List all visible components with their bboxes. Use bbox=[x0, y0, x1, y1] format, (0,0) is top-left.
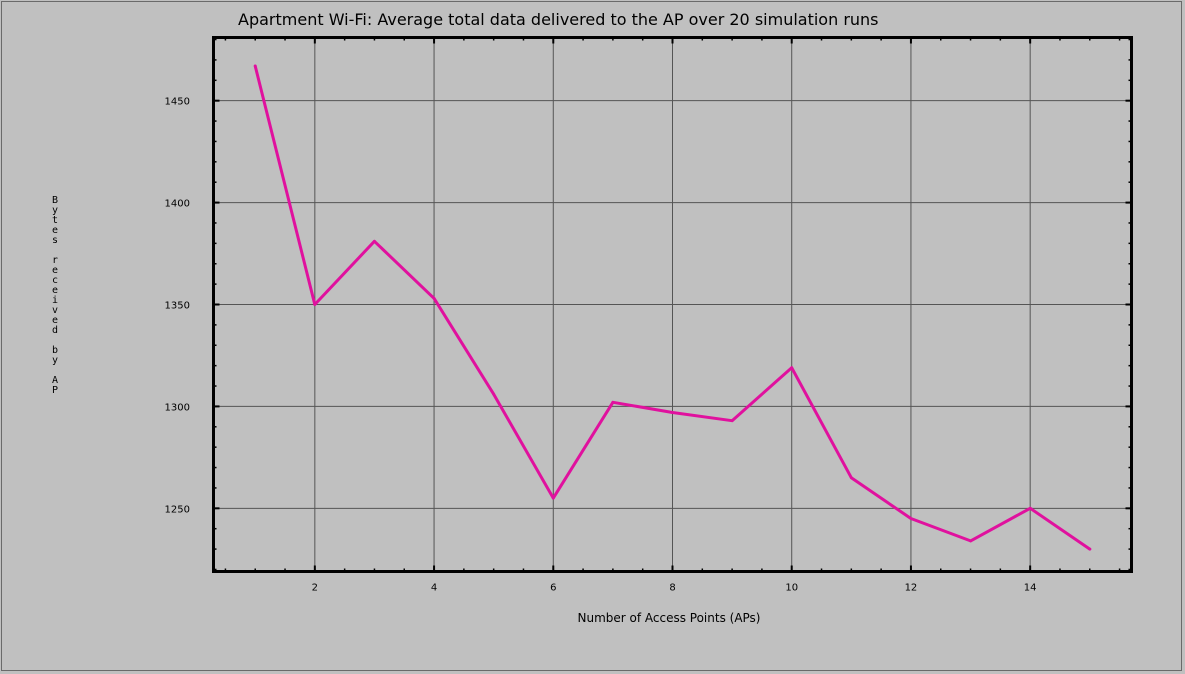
grid bbox=[213, 37, 1132, 572]
x-axis-label: Number of Access Points (APs) bbox=[577, 611, 760, 625]
y-tick-label: 1450 bbox=[165, 97, 190, 108]
data-point bbox=[1088, 547, 1092, 551]
data-point bbox=[671, 411, 674, 414]
data-point bbox=[253, 64, 257, 68]
y-tick-label: 1300 bbox=[165, 402, 190, 413]
data-point bbox=[730, 419, 734, 423]
x-tick-label: 14 bbox=[1024, 583, 1037, 594]
x-tick-label: 10 bbox=[785, 583, 798, 594]
x-tick-label: 8 bbox=[669, 583, 675, 594]
x-tick-label: 6 bbox=[550, 583, 556, 594]
y-tick-label: 1400 bbox=[165, 199, 190, 210]
x-tick-label: 12 bbox=[905, 583, 918, 594]
data-point bbox=[969, 539, 972, 543]
data-point bbox=[611, 400, 615, 404]
data-point bbox=[849, 476, 853, 480]
data-point bbox=[1028, 506, 1032, 510]
x-tick-label: 2 bbox=[312, 583, 318, 594]
y-tick-label: 1350 bbox=[165, 301, 190, 312]
y-tick-label: 1250 bbox=[165, 504, 190, 515]
data-point bbox=[313, 303, 317, 306]
ticks: 2 4 6 8 10 12 14 1250 1300 1350 1400 1450 bbox=[165, 37, 1132, 594]
data-point bbox=[551, 496, 555, 500]
chart-title: Apartment Wi-Fi: Average total data deli… bbox=[238, 10, 879, 29]
data-point bbox=[432, 296, 436, 300]
data-point bbox=[909, 517, 913, 520]
series-layer bbox=[253, 64, 1092, 551]
data-point bbox=[492, 392, 496, 396]
y-axis-label: B y t e s r e c e i v e d b y A P bbox=[51, 195, 59, 396]
data-point bbox=[790, 366, 794, 370]
data-point bbox=[373, 239, 376, 243]
x-tick-label: 4 bbox=[431, 583, 437, 594]
